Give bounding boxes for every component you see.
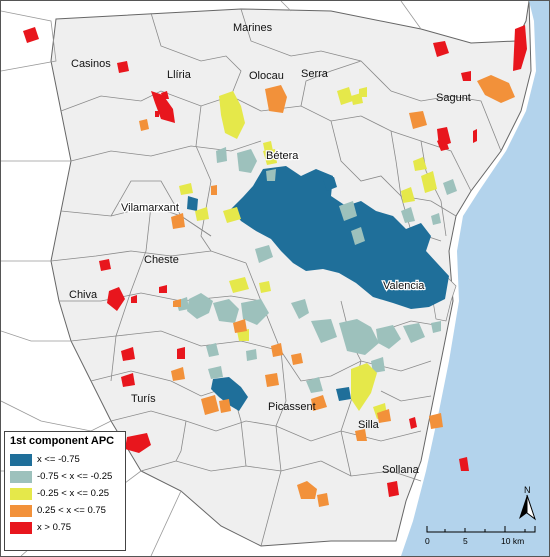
label-cheste: Cheste bbox=[144, 254, 179, 266]
legend-item-mid: -0.25 < x <= 0.25 bbox=[10, 485, 120, 502]
label-betera: Bétera bbox=[266, 150, 299, 162]
label-picassent: Picassent bbox=[268, 401, 316, 413]
legend-swatch bbox=[10, 521, 32, 534]
legend-label: -0.75 < x <= -0.25 bbox=[37, 471, 113, 482]
legend-item-very-low: x <= -0.75 bbox=[10, 451, 120, 468]
label-olocau: Olocau bbox=[249, 70, 284, 82]
legend-title: 1st component APC bbox=[10, 435, 115, 447]
legend-swatch bbox=[10, 504, 32, 517]
label-casinos: Casinos bbox=[71, 58, 111, 70]
urban-class-mid bbox=[179, 87, 437, 419]
municipal-boundaries bbox=[50, 8, 502, 547]
scale-bar: 0 5 10 km bbox=[425, 526, 536, 546]
label-valencia: Valencia bbox=[383, 280, 425, 292]
label-marines: Marines bbox=[233, 22, 273, 34]
urban-class-very-low bbox=[187, 166, 449, 411]
map-legend: 1st component APC x <= -0.75 -0.75 < x <… bbox=[4, 431, 126, 551]
legend-item-low: -0.75 < x <= -0.25 bbox=[10, 468, 120, 485]
label-sagunt: Sagunt bbox=[436, 92, 471, 104]
legend-swatch bbox=[10, 453, 32, 466]
scale-tick-5: 5 bbox=[463, 536, 468, 546]
legend-swatch bbox=[10, 470, 32, 483]
municipality-labels: Marines Casinos Llíria Olocau Serra Sagu… bbox=[69, 22, 471, 476]
north-arrow-icon: N bbox=[519, 485, 536, 521]
urban-class-very-high bbox=[23, 25, 527, 497]
label-silla: Silla bbox=[358, 419, 380, 431]
legend-label: -0.25 < x <= 0.25 bbox=[37, 488, 110, 499]
label-lliria: Llíria bbox=[167, 69, 192, 81]
legend-label: 0.25 < x <= 0.75 bbox=[37, 505, 106, 516]
legend-item-very-high: x > 0.75 bbox=[10, 519, 120, 536]
scale-tick-10: 10 km bbox=[501, 536, 524, 546]
legend-label: x > 0.75 bbox=[37, 522, 72, 533]
label-turis: Turís bbox=[131, 393, 156, 405]
legend-label: x <= -0.75 bbox=[37, 454, 80, 465]
north-label: N bbox=[524, 485, 531, 495]
legend-item-high: 0.25 < x <= 0.75 bbox=[10, 502, 120, 519]
label-serra: Serra bbox=[301, 68, 329, 80]
label-vilamarxant: Vilamarxant bbox=[121, 202, 179, 214]
urban-class-high bbox=[139, 75, 515, 507]
urban-class-low bbox=[176, 79, 501, 393]
scale-tick-0: 0 bbox=[425, 536, 430, 546]
label-sollana: Sollana bbox=[382, 464, 420, 476]
legend-swatch bbox=[10, 487, 32, 500]
label-chiva: Chiva bbox=[69, 289, 98, 301]
